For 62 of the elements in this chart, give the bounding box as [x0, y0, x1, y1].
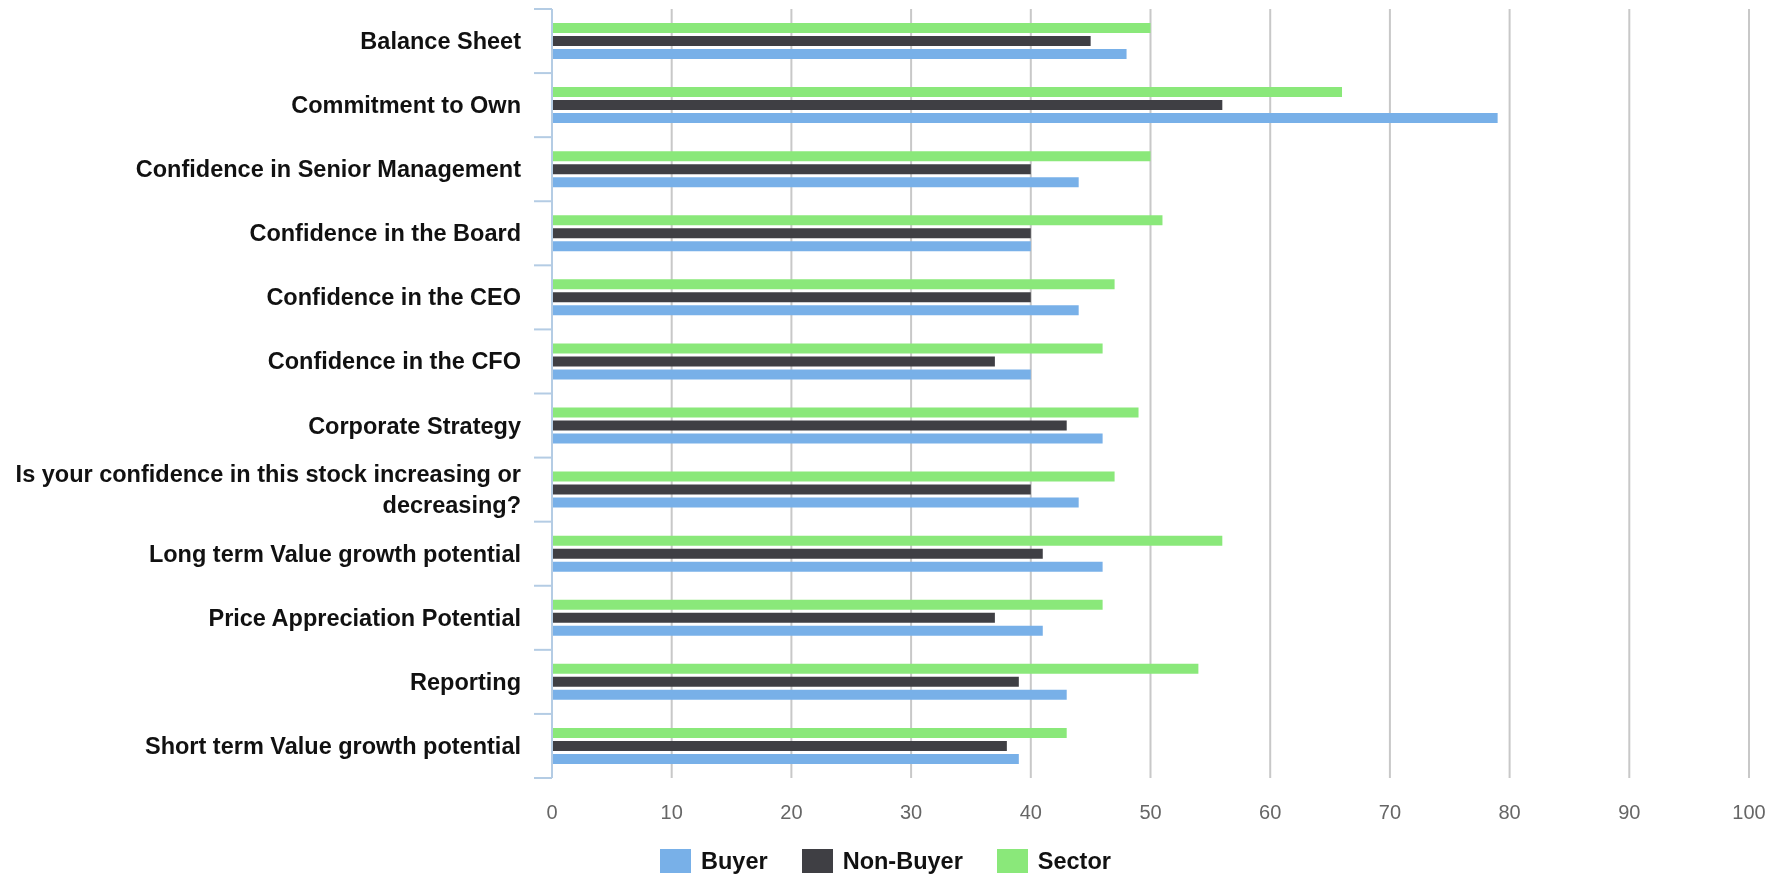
x-tick-label: 20 [780, 801, 803, 823]
bar [552, 676, 1019, 687]
bar [552, 625, 1043, 636]
y-tick-label: Confidence in the CFO [267, 348, 521, 375]
bar [552, 612, 995, 623]
bar [552, 279, 1115, 290]
x-tick-label: 90 [1618, 801, 1641, 823]
bar [552, 23, 1151, 33]
bar [552, 177, 1079, 188]
x-tick-label: 40 [1019, 801, 1042, 823]
x-tick-label: 0 [546, 801, 558, 823]
y-tick-label: Short term Value growth potential [144, 732, 521, 759]
bar [552, 215, 1163, 226]
y-tick-label: Corporate Strategy [308, 412, 521, 439]
y-tick-label: Confidence in the CEO [266, 284, 521, 311]
bar [552, 753, 1019, 764]
bar [552, 369, 1031, 380]
bar [552, 727, 1067, 738]
x-tick-label: 80 [1498, 801, 1521, 823]
bar [552, 356, 995, 367]
x-tick-label: 60 [1259, 801, 1282, 823]
bar [552, 663, 1199, 674]
y-tick-label: Reporting [410, 668, 521, 695]
bar [552, 343, 1103, 354]
bar [552, 407, 1139, 418]
bar [552, 497, 1079, 508]
bar [552, 49, 1127, 59]
y-tick-label: Commitment to Own [291, 92, 521, 119]
bar [552, 100, 1223, 111]
y-tick-label: Confidence in the Board [249, 220, 521, 247]
x-tick-label: 30 [899, 801, 923, 823]
bar [552, 36, 1091, 46]
y-tick-label: Confidence in Senior Management [135, 156, 522, 183]
bar [552, 740, 1007, 751]
bar [552, 151, 1151, 162]
legend-label: Non-Buyer [842, 847, 963, 874]
bar [552, 535, 1223, 546]
x-tick-label: 70 [1378, 801, 1402, 823]
y-tick-label: Balance Sheet [360, 28, 522, 55]
bar [552, 599, 1103, 610]
bar [552, 433, 1103, 444]
legend-label: Sector [1037, 847, 1111, 874]
y-tick-label: Is your confidence in this stock increasing or decreasing? [15, 461, 521, 519]
y-tick-label: Long term Value growth potential [148, 540, 521, 567]
bar [552, 484, 1031, 495]
bar [552, 228, 1031, 239]
bar [552, 292, 1031, 303]
bar [552, 113, 1498, 124]
bar [552, 305, 1079, 316]
bar [552, 420, 1067, 431]
x-tick-label: 100 [1732, 801, 1766, 823]
bar [552, 87, 1343, 98]
x-tick-label: 10 [660, 801, 683, 823]
bar [552, 164, 1031, 175]
bar [552, 241, 1031, 252]
bar [552, 548, 1043, 559]
bar [552, 561, 1103, 572]
x-tick-label: 50 [1139, 801, 1162, 823]
y-tick-label: Price Appreciation Potential [208, 604, 521, 631]
bar [552, 471, 1115, 482]
bar [552, 689, 1067, 700]
legend-label: Buyer [701, 847, 768, 874]
